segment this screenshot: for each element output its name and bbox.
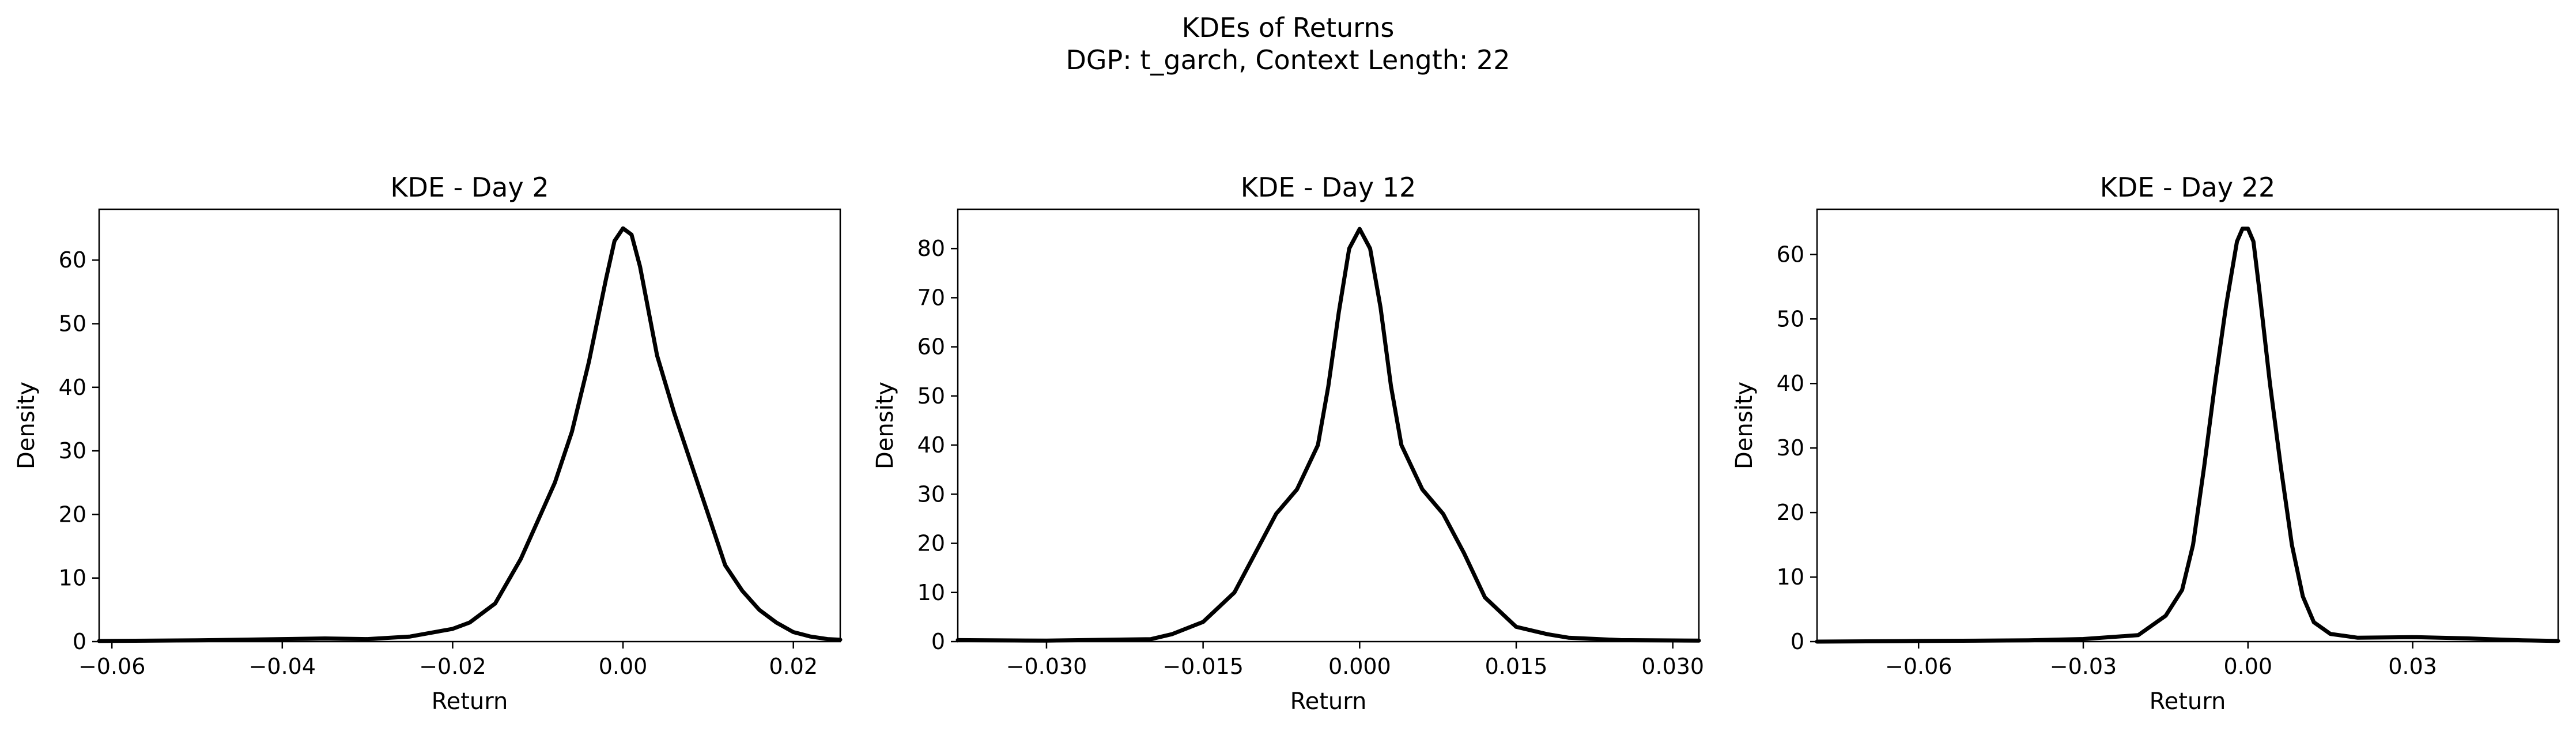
subplot-3-y-tick-label: 40 [1777, 371, 1804, 396]
figure-subtitle: DGP: t_garch, Context Length: 22 [1066, 44, 1510, 76]
subplot-2-y-tick-label: 80 [917, 236, 945, 261]
subplot-1-y-tick-label: 20 [59, 502, 86, 527]
subplot-1-y-tick-label: 40 [59, 375, 86, 400]
subplot-2-plot-frame [957, 208, 1700, 643]
subplot-2-x-tick-label: −0.015 [1162, 654, 1244, 679]
subplot-1-y-tick-label: 30 [59, 438, 86, 463]
subplot-3-x-tick-label: 0.03 [2388, 654, 2437, 679]
subplot-3-plot-frame [1816, 208, 2559, 643]
subplot-3-y-tick-label: 10 [1777, 564, 1804, 590]
subplot-2-y-axis-label: Density [872, 382, 898, 469]
subplot-1-plot-frame [98, 208, 841, 643]
subplot-3-title: KDE - Day 22 [2100, 172, 2275, 203]
subplot-3-x-tick-label: 0.00 [2223, 654, 2272, 679]
subplot-3-x-tick-label: −0.06 [1885, 654, 1952, 679]
subplot-1-y-tick-label: 0 [73, 629, 86, 654]
subplot-3-kde-line [1815, 227, 2560, 644]
subplot-1-x-tick-label: −0.02 [419, 654, 486, 679]
subplot-3-x-axis-label: Return [2150, 688, 2226, 715]
subplot-3-y-tick-label: 0 [1791, 629, 1804, 654]
subplot-1-title: KDE - Day 2 [390, 172, 549, 203]
subplot-2-x-tick-label: 0.030 [1641, 654, 1704, 679]
subplot-3-y-tick-label: 60 [1777, 242, 1804, 267]
subplot-2-y-tick-label: 60 [917, 334, 945, 360]
subplot-2-y-tick-label: 40 [917, 432, 945, 458]
subplot-2-x-tick-label: 0.015 [1485, 654, 1548, 679]
subplot-1-y-tick-label: 50 [59, 311, 86, 337]
subplot-1-x-tick-label: 0.02 [769, 654, 818, 679]
subplot-1-y-tick-label: 60 [59, 247, 86, 273]
subplot-1-x-tick-label: −0.04 [249, 654, 316, 679]
subplot-2-y-tick-label: 0 [931, 629, 945, 654]
subplot-1-x-axis-label: Return [432, 688, 508, 715]
subplot-1-y-tick-label: 10 [59, 566, 86, 591]
subplot-1-y-axis-label: Density [13, 382, 40, 469]
subplot-2-kde-line [955, 227, 1701, 643]
subplot-2-title: KDE - Day 12 [1241, 172, 1416, 203]
subplot-1-x-tick-label: 0.00 [599, 654, 648, 679]
subplot-2-x-tick-label: 0.000 [1328, 654, 1391, 679]
subplot-2-y-tick-label: 70 [917, 285, 945, 310]
subplot-2-x-axis-label: Return [1290, 688, 1367, 715]
subplot-2-y-tick-label: 30 [917, 481, 945, 507]
subplot-3-y-tick-label: 50 [1777, 306, 1804, 331]
subplot-1-kde-line [97, 226, 843, 643]
subplot-3-y-tick-label: 30 [1777, 435, 1804, 461]
subplot-2-y-tick-label: 20 [917, 531, 945, 556]
subplot-3-y-tick-label: 20 [1777, 500, 1804, 525]
subplot-2-x-tick-label: −0.030 [1006, 654, 1087, 679]
subplot-3-y-axis-label: Density [1731, 382, 1758, 469]
subplot-1-x-tick-label: −0.06 [78, 654, 145, 679]
subplot-2-y-tick-label: 50 [917, 383, 945, 409]
subplot-2-y-tick-label: 10 [917, 580, 945, 605]
subplot-3-x-tick-label: −0.03 [2050, 654, 2117, 679]
figure-title: KDEs of Returns [1181, 12, 1395, 43]
